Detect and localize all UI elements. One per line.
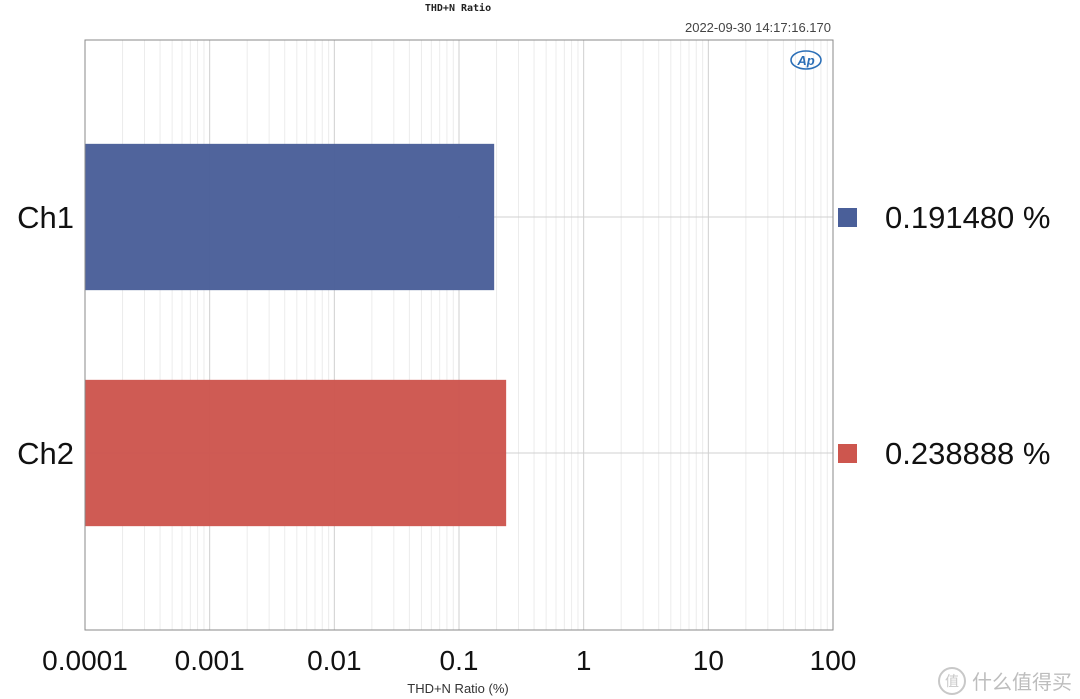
category-label: Ch1 <box>17 200 74 235</box>
watermark: 值 什么值得买 <box>938 666 1072 695</box>
x-tick-label: 0.0001 <box>42 645 128 676</box>
bars <box>85 143 833 527</box>
category-labels: Ch1 Ch2 <box>17 200 74 471</box>
chart-timestamp: 2022-09-30 14:17:16.170 <box>685 20 831 35</box>
x-tick-label: 100 <box>810 645 857 676</box>
watermark-icon: 值 <box>938 666 966 695</box>
legend-swatch <box>838 208 857 227</box>
ap-logo-icon: Ap <box>790 50 822 70</box>
plot-frame <box>84 39 834 631</box>
x-axis-ticks: 0.0001 0.001 0.01 0.1 1 10 100 <box>42 645 856 676</box>
grid-lines <box>122 40 828 630</box>
bar-ch1 <box>85 143 495 291</box>
x-tick-label: 10 <box>693 645 724 676</box>
legend-swatch <box>838 444 857 463</box>
x-tick-label: 0.001 <box>175 645 245 676</box>
bar-value-label: 0.191480 % <box>885 200 1050 235</box>
bar-value-label: 0.238888 % <box>885 436 1050 471</box>
x-tick-label: 0.01 <box>307 645 362 676</box>
ap-logo-text: Ap <box>796 53 814 68</box>
x-tick-label: 0.1 <box>440 645 479 676</box>
bar-ch2 <box>85 379 507 527</box>
category-label: Ch2 <box>17 436 74 471</box>
watermark-text: 什么值得买 <box>972 670 1072 694</box>
chart-title: THD+N Ratio <box>425 2 491 14</box>
x-tick-label: 1 <box>576 645 592 676</box>
legend: 0.191480 % 0.238888 % <box>838 200 1050 471</box>
x-axis-label: THD+N Ratio (%) <box>407 681 509 696</box>
